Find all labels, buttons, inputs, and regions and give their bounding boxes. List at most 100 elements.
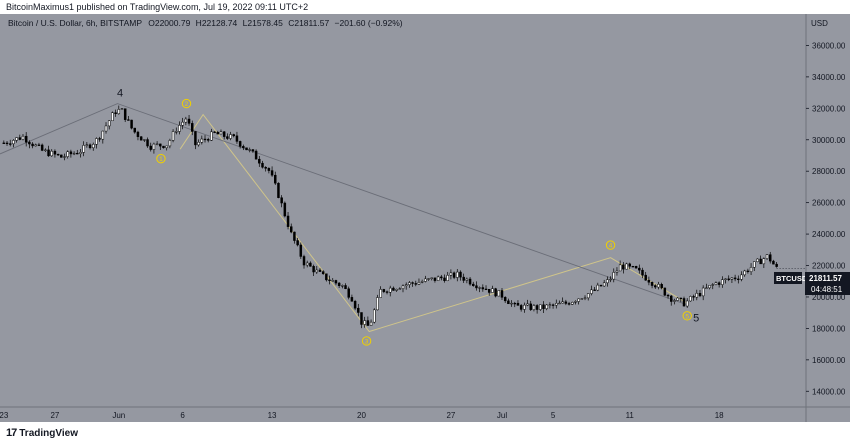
candle-down — [507, 300, 510, 305]
candle-up — [376, 297, 379, 311]
candle-up — [79, 152, 82, 154]
wave-line[interactable] — [179, 113, 688, 333]
legend-low-label: L — [243, 18, 248, 28]
y-tick-label: 18000.00 — [812, 324, 846, 333]
candle-up — [305, 262, 309, 266]
candle-down — [551, 304, 555, 306]
candle-up — [120, 108, 124, 110]
candle-down — [519, 305, 523, 310]
candle-down — [309, 262, 312, 267]
candle-down — [213, 131, 216, 133]
candle-down — [698, 292, 702, 297]
candle-up — [586, 293, 590, 299]
x-tick-label: 23 — [0, 411, 9, 420]
candle-down — [293, 231, 296, 241]
last-price-badge[interactable]: BTCUSD 21811.57 04:48:51 — [774, 272, 850, 295]
candle-down — [69, 151, 73, 155]
candle-down — [321, 271, 325, 275]
candle-down — [628, 263, 631, 267]
candle-up — [85, 144, 89, 146]
candle-up — [491, 288, 494, 293]
candle-up — [708, 285, 711, 289]
candle-down — [746, 270, 750, 273]
candle-up — [721, 279, 724, 285]
candle-up — [465, 278, 469, 281]
candle-up — [574, 301, 577, 303]
trend-line[interactable] — [0, 103, 688, 306]
x-tick-label: 13 — [268, 411, 277, 420]
candle-up — [762, 258, 766, 265]
candle-down — [40, 144, 44, 151]
candle-down — [433, 277, 437, 281]
candle-down — [462, 276, 465, 281]
candle-down — [392, 287, 395, 291]
candle-down — [251, 149, 255, 152]
candle-up — [104, 125, 108, 132]
wave-marker-label: 2 — [185, 101, 189, 108]
x-tick-label: 18 — [715, 411, 724, 420]
y-tick-label: 24000.00 — [812, 230, 846, 239]
candle-down — [382, 289, 386, 292]
legend-open: 22000.79 — [155, 18, 191, 28]
candle-down — [286, 215, 290, 227]
candle-up — [82, 145, 85, 153]
y-tick-label: 20000.00 — [812, 293, 846, 302]
candle-up — [558, 302, 561, 305]
candle-down — [468, 278, 472, 285]
candle-up — [695, 292, 699, 298]
candle-down — [123, 108, 127, 120]
candle-up — [740, 274, 743, 280]
candle-up — [420, 281, 424, 283]
candle-up — [561, 301, 564, 304]
candle-up — [395, 289, 398, 291]
candle-up — [430, 277, 433, 279]
candle-down — [775, 263, 778, 267]
candle-down — [274, 174, 277, 184]
candle-down — [56, 153, 60, 156]
wave-count-label: 4 — [117, 88, 123, 100]
candle-up — [117, 109, 121, 114]
candle-up — [408, 282, 411, 285]
x-tick-label: 11 — [626, 411, 635, 420]
legend-high-label: H — [196, 18, 202, 28]
candle-up — [21, 135, 25, 140]
candle-up — [111, 112, 114, 122]
candle-down — [759, 258, 762, 265]
candle-up — [341, 285, 344, 287]
candle-down — [385, 291, 389, 293]
candle-up — [510, 302, 513, 305]
candle-down — [127, 119, 130, 121]
candle-up — [95, 138, 98, 145]
x-tick-label: 6 — [180, 411, 185, 420]
candle-down — [529, 303, 532, 310]
candle-down — [727, 278, 730, 280]
candle-up — [449, 272, 453, 276]
candle-up — [427, 278, 430, 280]
candle-down — [644, 274, 647, 281]
candle-down — [264, 166, 267, 169]
candle-down — [226, 136, 229, 139]
candle-down — [660, 284, 663, 289]
candle-down — [216, 131, 220, 135]
legend: Bitcoin / U.S. Dollar, 6h, BITSTAMP O220… — [8, 18, 403, 28]
candle-down — [37, 144, 41, 146]
candle-up — [618, 264, 622, 272]
x-tick-label: Jul — [497, 411, 507, 420]
drawing-lines[interactable] — [0, 103, 806, 333]
candle-down — [440, 276, 443, 279]
y-tick-label: 16000.00 — [812, 356, 846, 365]
candle-down — [60, 154, 63, 158]
candle-up — [606, 279, 609, 284]
candle-up — [424, 278, 427, 282]
candle-down — [47, 149, 50, 157]
candle-up — [545, 304, 548, 309]
candle-up — [657, 284, 660, 288]
candle-up — [379, 289, 382, 298]
legend-high: 22128.74 — [202, 18, 238, 28]
candle-down — [411, 282, 414, 284]
candle-up — [373, 309, 376, 323]
candle-down — [242, 146, 245, 149]
candle-down — [737, 278, 740, 280]
